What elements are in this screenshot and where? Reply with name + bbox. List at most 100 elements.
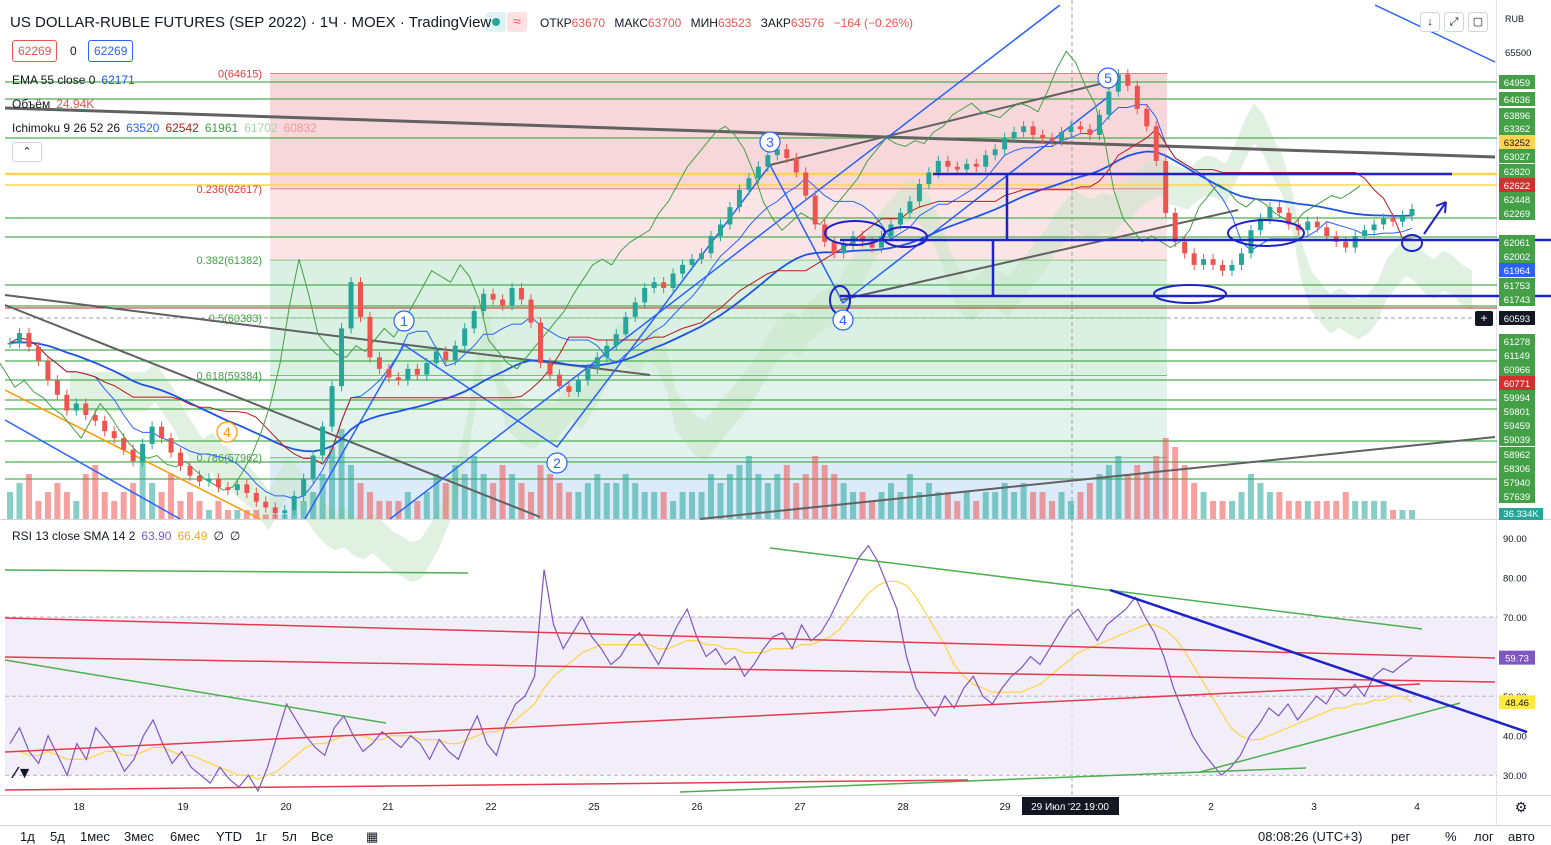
ema-line xyxy=(9,150,1413,453)
price-scale-label-box xyxy=(1499,292,1535,306)
candle-body xyxy=(102,420,108,432)
rsi-tick-label: 80.00 xyxy=(1503,573,1527,584)
candle-body xyxy=(594,357,600,369)
candle-body xyxy=(992,149,998,156)
volume-legend[interactable]: Объём 24.94K xyxy=(12,97,100,111)
volume-bar xyxy=(186,492,193,519)
candle-body xyxy=(16,333,22,343)
rsi-legend[interactable]: RSI 13 close SMA 14 2 63.90 66.49 ∅ ∅ xyxy=(12,529,246,543)
wave-label-circle xyxy=(832,309,854,331)
candle-body xyxy=(1011,132,1017,138)
volume-bar xyxy=(480,474,487,519)
volume-bar xyxy=(1039,492,1046,519)
volume-bar xyxy=(1162,438,1169,519)
drawn-ellipse-blue xyxy=(1153,284,1227,304)
volume-bar xyxy=(73,501,80,519)
price-scale-label-box xyxy=(1499,334,1535,348)
ohlc-open-label: ОТКР xyxy=(540,16,572,30)
volume-bar xyxy=(1409,510,1415,519)
time-tick-label: 28 xyxy=(897,802,909,813)
volume-bar xyxy=(973,501,980,519)
volume-bar xyxy=(1399,510,1406,519)
price-scale-label-box xyxy=(1499,121,1535,135)
range-3m[interactable]: 3мес xyxy=(124,829,154,844)
candle-body xyxy=(935,160,941,173)
range-5d[interactable]: 5д xyxy=(50,829,65,844)
candle-body xyxy=(206,478,212,482)
volume-bar xyxy=(224,510,231,519)
log-option[interactable]: лог xyxy=(1474,829,1494,844)
candle-body xyxy=(727,207,733,225)
candle-body xyxy=(1314,221,1320,228)
volume-bar xyxy=(385,501,392,519)
volume-bar xyxy=(253,510,260,519)
percent-option[interactable]: % xyxy=(1445,829,1457,844)
time-tick-label: 22 xyxy=(485,802,497,813)
volume-bar xyxy=(859,492,866,519)
price-scale-label: 59994 xyxy=(1504,393,1530,404)
range-all[interactable]: Все xyxy=(311,829,334,844)
price-scale-label: 61753 xyxy=(1504,281,1530,292)
ichimoku-legend[interactable]: Ichimoku 9 26 52 26 63520 62542 61961 61702 6… xyxy=(12,121,323,135)
candle-body xyxy=(1163,160,1169,213)
price-scale-label-box xyxy=(1499,489,1535,503)
candle-body xyxy=(509,287,515,306)
volume-bar xyxy=(414,501,421,519)
candle-body xyxy=(907,201,913,213)
price-scale-label: 61149 xyxy=(1504,351,1530,362)
session-option[interactable]: рег xyxy=(1391,829,1411,844)
wave-label-circle xyxy=(546,452,568,474)
rsi-value-3: ∅ xyxy=(213,529,224,543)
sell-button[interactable]: 62269 xyxy=(12,40,58,62)
expand-icon[interactable]: ⤢ xyxy=(1444,12,1464,32)
ohlc-readout: ОТКР63670 МАКС63700 МИН63523 ЗАКР63576 −… xyxy=(540,16,919,30)
price-scale-label-box xyxy=(1499,92,1535,106)
volume-bar xyxy=(177,501,184,519)
candle-body xyxy=(253,493,259,502)
clock-time[interactable]: 08:08:26 (UTC+3) xyxy=(1258,829,1363,844)
calendar-icon[interactable]: ▦ xyxy=(366,829,379,844)
arrow-down-icon[interactable]: ↓ xyxy=(1420,12,1440,32)
volume-bar xyxy=(1361,501,1368,519)
price-scale-label-box xyxy=(1499,178,1535,192)
candle-body xyxy=(983,155,989,167)
candle-body xyxy=(537,322,543,364)
candle-body xyxy=(916,184,922,202)
rsi-trendline-red xyxy=(4,683,1421,753)
ema-legend[interactable]: EMA 55 close 0 62171 xyxy=(12,73,141,87)
range-ytd[interactable]: YTD xyxy=(216,829,242,844)
auto-option[interactable]: авто xyxy=(1508,829,1535,844)
range-1y[interactable]: 1г xyxy=(255,829,267,844)
range-1d[interactable]: 1д xyxy=(20,829,35,844)
volume-bar xyxy=(433,474,440,519)
price-scale-label: 61278 xyxy=(1504,337,1530,348)
volume-bar xyxy=(528,492,535,519)
candle-body xyxy=(215,478,221,488)
candle-body xyxy=(613,334,619,346)
range-1m[interactable]: 1мес xyxy=(80,829,110,844)
volume-bar xyxy=(565,492,572,519)
price-scale-label: 60771 xyxy=(1504,379,1530,390)
candle-body xyxy=(642,287,648,303)
ohlc-change-value: −164 (−0.26%) xyxy=(833,16,914,30)
range-5y[interactable]: 5л xyxy=(282,829,297,844)
volume-bar xyxy=(1001,483,1008,519)
candle-body xyxy=(7,342,13,345)
wave-label: 5 xyxy=(1104,70,1112,86)
range-6m[interactable]: 6мес xyxy=(170,829,200,844)
candle-body xyxy=(1381,218,1387,225)
window-icon[interactable]: ▢ xyxy=(1468,12,1488,32)
rsi-line xyxy=(9,544,1413,793)
volume-bar xyxy=(1020,483,1027,519)
collapse-legend-button[interactable]: ⌃ xyxy=(12,142,42,162)
buy-button[interactable]: 62269 xyxy=(88,40,134,62)
price-scale-label: 59039 xyxy=(1504,435,1530,446)
candle-body xyxy=(869,241,875,248)
candle-body xyxy=(964,163,970,170)
candle-body xyxy=(689,259,695,265)
volume-bar xyxy=(935,492,942,519)
candle-body xyxy=(945,160,951,167)
price-scale-label: 58962 xyxy=(1504,450,1530,461)
drawn-ellipse-blue xyxy=(882,226,928,248)
